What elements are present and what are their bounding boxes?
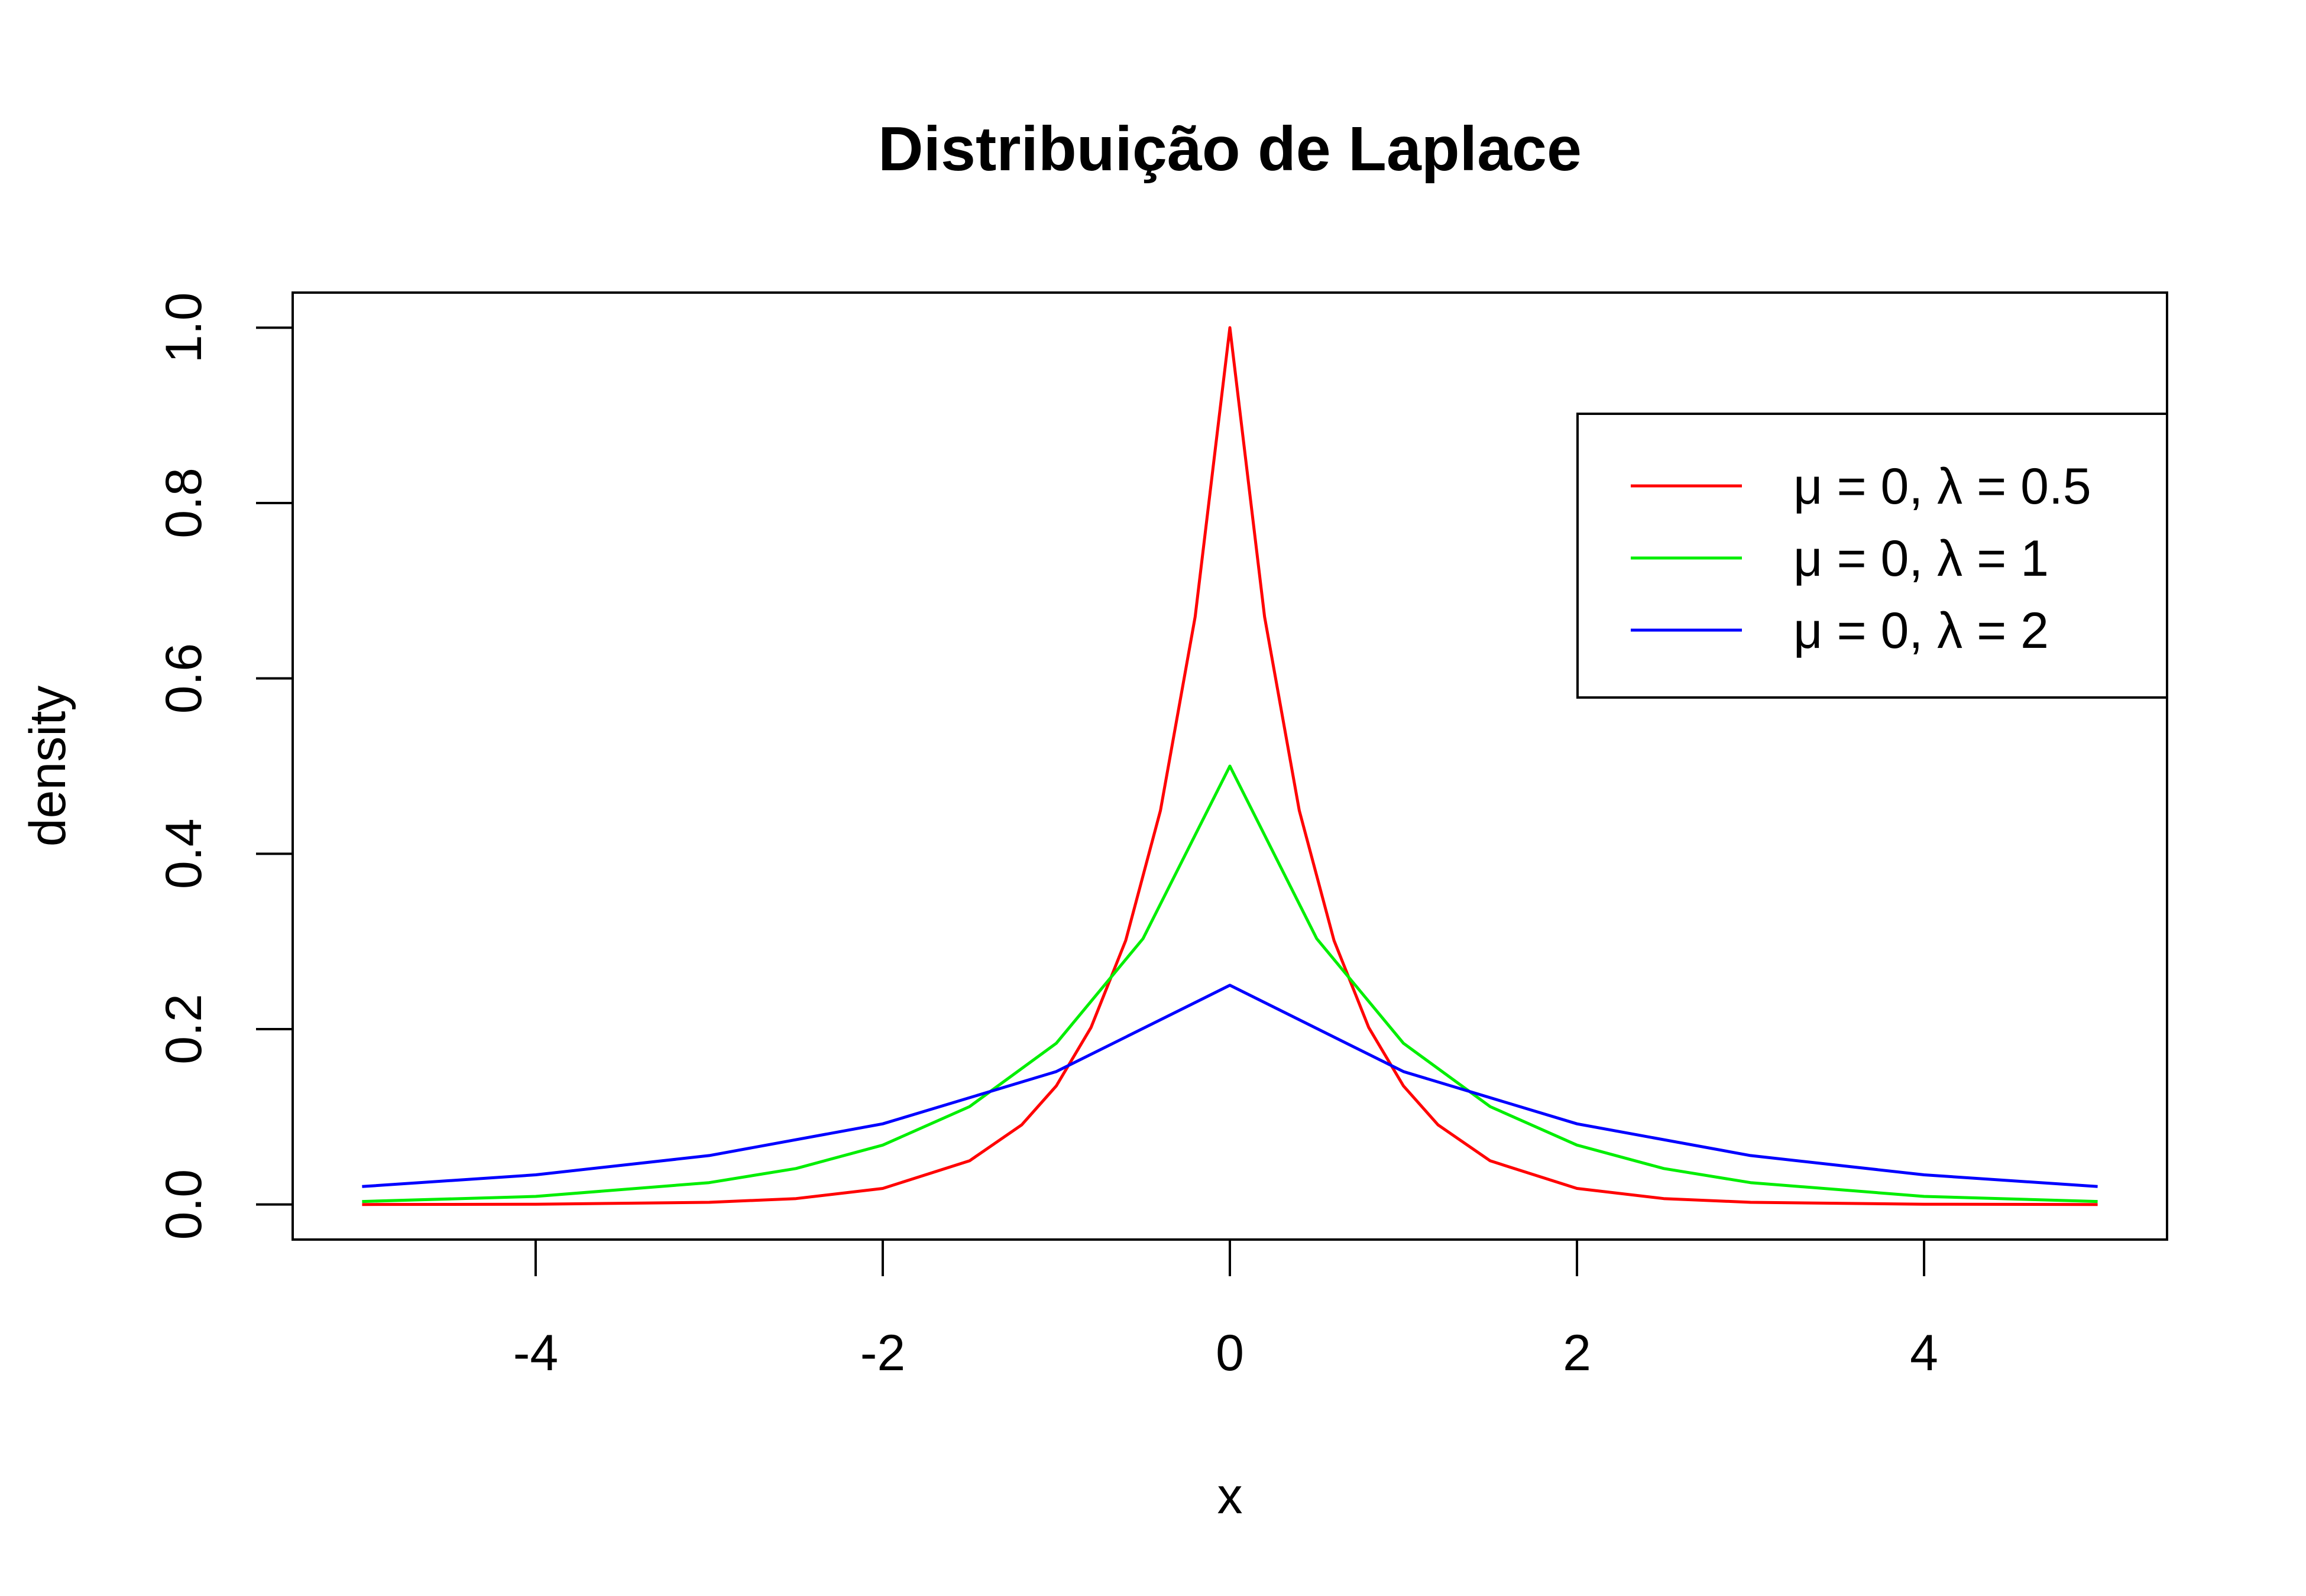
x-tick-label: 4 [1910,1325,1938,1381]
legend: μ = 0, λ = 0.5 μ = 0, λ = 1 μ = 0, λ = 2 [1576,413,2168,699]
y-tick-label: 0.0 [156,1169,212,1240]
y-axis: 0.0 0.2 0.4 0.6 0.8 1.0 [156,293,294,1240]
chart-title: Distribuição de Laplace [878,114,1582,184]
y-tick-label: 0.6 [156,643,212,714]
x-axis-label: x [1217,1468,1243,1524]
y-axis-label: density [20,686,76,847]
series-layer [362,326,2098,1206]
series-line-1 [362,764,2098,1204]
x-tick-label: -4 [513,1325,558,1381]
y-tick-label: 0.8 [156,468,212,539]
x-tick-label: -2 [860,1325,905,1381]
series-line-0 [362,326,2098,1206]
x-axis: -4 -2 0 2 4 [513,1238,1938,1381]
y-tick-label: 0.2 [156,994,212,1065]
x-tick-label: 2 [1563,1325,1591,1381]
y-tick-label: 0.4 [156,819,212,890]
legend-label: μ = 0, λ = 2 [1793,602,2049,659]
x-tick-label: 0 [1216,1325,1244,1381]
legend-label: μ = 0, λ = 1 [1793,530,2049,587]
y-tick-label: 1.0 [156,293,212,364]
legend-label: μ = 0, λ = 0.5 [1793,458,2091,515]
series-line-2 [362,984,2098,1188]
legend-box [1576,413,2168,699]
